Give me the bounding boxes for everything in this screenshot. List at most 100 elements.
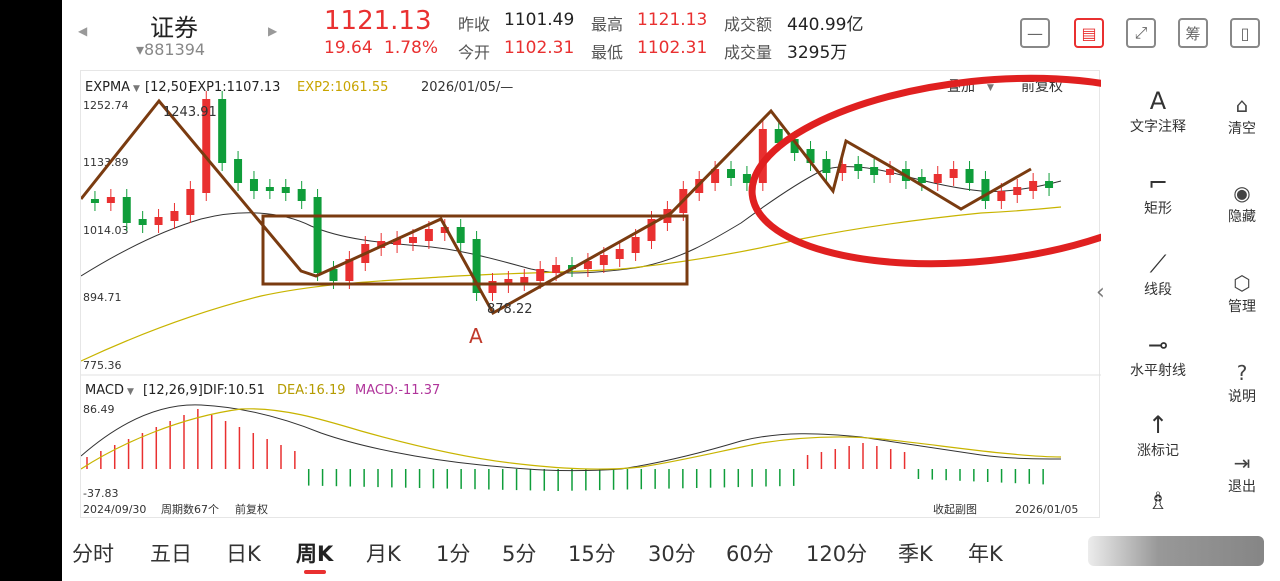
- tool-line-segment[interactable]: ⟋ 线段: [1120, 249, 1196, 299]
- right-tool-help[interactable]: ? 说明: [1212, 360, 1272, 406]
- tool-rectangle[interactable]: ⌐ 矩形: [1120, 168, 1196, 218]
- app-screen: ◀ 证券 ▾881394 ▶ 1121.13 19.64 1.78% 昨收 11…: [62, 0, 1280, 581]
- minimize-icon[interactable]: —: [1020, 18, 1050, 48]
- line-segment-icon: ⟋: [1149, 250, 1167, 278]
- right-tool-hide[interactable]: ◉ 隐藏: [1212, 180, 1272, 226]
- tab-1min[interactable]: 1分: [436, 542, 471, 566]
- tab-five-day[interactable]: 五日: [150, 542, 192, 566]
- candle-body: [774, 129, 783, 143]
- candle-body: [202, 99, 211, 193]
- collapse-toolbar-icon[interactable]: ‹: [1096, 280, 1105, 305]
- candle-body: [1013, 187, 1022, 195]
- help-icon: ?: [1236, 361, 1248, 385]
- candle-body: [870, 167, 879, 175]
- right-tool-clear-label: 清空: [1228, 121, 1256, 137]
- tab-30min[interactable]: 30分: [648, 542, 696, 566]
- tab-60min[interactable]: 60分: [726, 542, 774, 566]
- candle-body: [170, 211, 179, 221]
- candle-body: [472, 239, 481, 293]
- candle-body: [949, 169, 958, 178]
- macd-indicator-name[interactable]: MACD: [85, 383, 124, 398]
- candle-body: [965, 169, 974, 183]
- period-count: 周期数67个: [161, 503, 219, 516]
- candle-body: [933, 174, 942, 183]
- right-tool-hide-label: 隐藏: [1228, 209, 1256, 225]
- amount-value: 440.99亿: [787, 15, 864, 35]
- device-icon[interactable]: ▯: [1230, 18, 1260, 48]
- candle-body: [599, 255, 608, 265]
- candle-body: [408, 237, 417, 243]
- right-tool-manage[interactable]: ⬡ 管理: [1212, 270, 1272, 316]
- exp2-line: [80, 206, 1062, 362]
- tool-line-segment-label: 线段: [1144, 282, 1172, 298]
- kline-chart-area[interactable]: EXPMA ▼ [12,50] EXP1:1107.13 EXP2:1061.5…: [79, 70, 1214, 518]
- tab-120min[interactable]: 120分: [806, 542, 868, 566]
- macd-dea: DEA:16.19: [277, 383, 346, 398]
- candle-body: [90, 199, 99, 203]
- right-tool-clear[interactable]: ⌂ 清空: [1212, 92, 1272, 138]
- macd-dif: DIF:10.51: [203, 383, 265, 398]
- tab-monthly-k[interactable]: 月K: [366, 542, 401, 566]
- tool-rectangle-label: 矩形: [1144, 201, 1172, 217]
- tab-5min[interactable]: 5分: [502, 542, 537, 566]
- candle-body: [886, 169, 895, 175]
- candle-body: [138, 219, 147, 225]
- candle-body: [281, 187, 290, 193]
- y-label-5: 775.36: [83, 359, 122, 372]
- macd-dea-line: [80, 408, 1062, 470]
- draw-icon[interactable]: ▤: [1074, 18, 1104, 48]
- annotation-a[interactable]: A: [469, 324, 483, 348]
- clear-icon: ⌂: [1235, 93, 1249, 117]
- y-label-2: 1133.89: [83, 156, 129, 169]
- exit-icon: ⇥: [1233, 451, 1251, 475]
- stock-name[interactable]: 证券: [150, 14, 198, 42]
- price-change: 19.64: [324, 38, 373, 58]
- current-price: 1121.13: [324, 6, 432, 36]
- macd-dropdown-icon[interactable]: ▼: [127, 387, 134, 397]
- main-indicator-name[interactable]: EXPMA: [85, 80, 130, 95]
- candle-body: [1045, 181, 1054, 188]
- tab-quarterly-k[interactable]: 季K: [898, 542, 933, 566]
- candle-body: [504, 279, 513, 285]
- drawn-zigzag-left: [79, 98, 1032, 316]
- candle-body: [838, 164, 847, 173]
- candle-body: [456, 227, 465, 243]
- tool-horizontal-ray-label: 水平射线: [1130, 363, 1186, 379]
- candle-body: [329, 269, 338, 281]
- prev-close-value: 1101.49: [504, 10, 575, 30]
- tab-daily-k[interactable]: 日K: [226, 542, 261, 566]
- stock-code[interactable]: ▾881394: [136, 40, 206, 59]
- candle-body: [854, 164, 863, 171]
- right-tool-help-label: 说明: [1228, 389, 1256, 405]
- candle-body: [424, 229, 433, 241]
- high-value: 1121.13: [637, 10, 708, 30]
- tool-rise-mark[interactable]: ↑ 涨标记: [1120, 410, 1196, 460]
- tab-weekly-k[interactable]: 周K: [296, 542, 334, 566]
- main-indicator-dropdown-icon[interactable]: ▼: [133, 84, 140, 94]
- chart-svg: EXPMA ▼ [12,50] EXP1:1107.13 EXP2:1061.5…: [79, 74, 1214, 516]
- candle-body: [583, 261, 592, 269]
- cursor-date: 2026/01/05/—: [421, 80, 513, 95]
- tab-15min[interactable]: 15分: [568, 542, 616, 566]
- open-label: 今开: [458, 43, 491, 62]
- candle-body: [1029, 181, 1038, 191]
- drawn-lines: [79, 98, 1032, 316]
- tool-horizontal-ray[interactable]: ⊸ 水平射线: [1120, 330, 1196, 380]
- tab-intraday[interactable]: 分时: [72, 542, 114, 566]
- candle-body: [647, 219, 656, 241]
- expand-icon[interactable]: ⤢: [1126, 18, 1156, 48]
- next-stock-arrow-icon[interactable]: ▶: [268, 24, 278, 38]
- tool-more[interactable]: ♗: [1120, 486, 1196, 516]
- candle-body: [218, 99, 227, 163]
- prev-stock-arrow-icon[interactable]: ◀: [78, 24, 88, 38]
- volume-value: 3295万: [787, 43, 848, 63]
- overlay-dropdown-icon[interactable]: ▼: [987, 83, 994, 93]
- candle-body: [806, 149, 815, 163]
- collapse-subchart-button[interactable]: 收起副图: [933, 502, 977, 516]
- chou-icon[interactable]: 筹: [1178, 18, 1208, 48]
- tool-text[interactable]: A 文字注释: [1120, 86, 1196, 136]
- candle-body: [520, 277, 529, 283]
- tab-yearly-k[interactable]: 年K: [968, 542, 1003, 566]
- right-tool-exit[interactable]: ⇥ 退出: [1212, 450, 1272, 496]
- candle-body: [186, 189, 195, 215]
